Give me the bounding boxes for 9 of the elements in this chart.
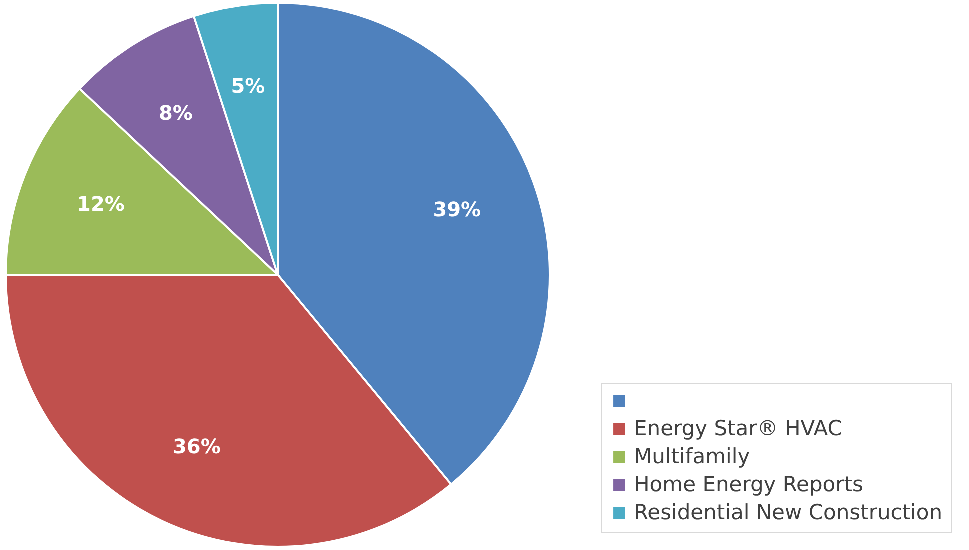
data-label: 5% — [231, 74, 266, 98]
legend-label: Home Energy Reports — [634, 472, 864, 496]
legend-label: Energy Star® HVAC — [634, 416, 842, 440]
legend-label: Multifamily — [634, 444, 750, 468]
legend-label: Residential New Construction — [634, 500, 943, 524]
data-label: 39% — [433, 198, 482, 222]
data-label: 36% — [172, 434, 221, 458]
data-label: 12% — [77, 192, 125, 216]
data-label: 8% — [158, 101, 193, 126]
